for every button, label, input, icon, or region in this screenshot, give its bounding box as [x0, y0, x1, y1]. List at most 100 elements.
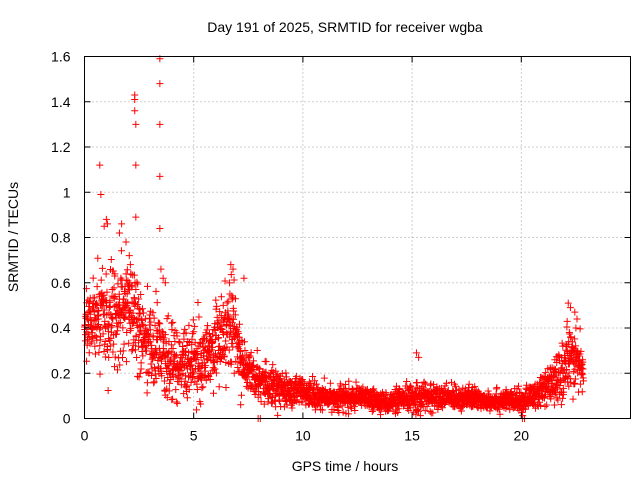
data-point: [330, 405, 338, 413]
data-point: [136, 369, 144, 377]
data-point: [345, 410, 353, 418]
data-point: [126, 308, 134, 316]
data-point: [241, 338, 249, 346]
data-point: [292, 372, 300, 380]
data-point: [334, 404, 342, 412]
data-point: [152, 374, 160, 382]
data-point: [100, 298, 108, 306]
data-point: [132, 161, 140, 169]
data-point: [89, 274, 97, 282]
data-point: [566, 304, 574, 312]
data-point: [192, 406, 200, 414]
data-point: [320, 374, 328, 382]
data-point: [173, 398, 181, 406]
data-point: [111, 292, 119, 300]
data-point: [562, 372, 570, 380]
data-point: [160, 377, 168, 385]
data-point: [193, 380, 201, 388]
data-point: [95, 348, 103, 356]
data-point: [228, 319, 236, 327]
data-point: [98, 264, 106, 272]
y-tick-label: 1: [63, 184, 71, 200]
data-point: [97, 324, 105, 332]
data-point: [345, 377, 353, 385]
data-point: [127, 270, 135, 278]
data-point: [514, 382, 522, 390]
data-point: [96, 161, 104, 169]
data-point: [141, 315, 149, 323]
data-point: [230, 369, 238, 377]
y-axis-label: SRMTID / TECUs: [5, 182, 21, 292]
data-point: [97, 191, 105, 199]
data-point: [579, 358, 587, 366]
data-point: [102, 215, 110, 223]
data-point: [91, 294, 99, 302]
data-point: [138, 305, 146, 313]
data-point: [141, 343, 149, 351]
data-point: [222, 337, 230, 345]
data-point: [144, 330, 152, 338]
x-tick-label: 20: [514, 428, 530, 444]
data-point: [183, 394, 191, 402]
data-point: [107, 256, 115, 264]
data-point: [100, 291, 108, 299]
data-point: [579, 365, 587, 373]
data-point: [403, 377, 411, 385]
data-point: [234, 329, 242, 337]
data-point: [262, 358, 270, 366]
y-tick-label: 0.2: [51, 365, 71, 381]
data-point: [316, 402, 324, 410]
data-point: [155, 319, 163, 327]
data-point: [261, 369, 269, 377]
data-point: [149, 309, 157, 317]
data-point: [255, 388, 263, 396]
data-point: [173, 399, 181, 407]
data-point: [571, 379, 579, 387]
data-point: [137, 327, 145, 335]
data-point: [91, 350, 99, 358]
data-point: [210, 389, 218, 397]
data-point: [234, 364, 242, 372]
data-point: [212, 296, 220, 304]
data-point: [565, 329, 573, 337]
data-point: [236, 320, 244, 328]
data-point: [96, 370, 104, 378]
data-point: [131, 107, 139, 115]
data-point: [339, 408, 347, 416]
data-point: [493, 384, 501, 392]
data-point: [553, 381, 561, 389]
data-point: [146, 326, 154, 334]
data-point: [123, 266, 131, 274]
data-point: [109, 315, 117, 323]
data-point: [111, 270, 119, 278]
data-point: [114, 323, 122, 331]
data-point: [229, 265, 237, 273]
data-point: [338, 402, 346, 410]
data-point: [222, 384, 230, 392]
data-point: [157, 265, 165, 273]
data-point: [179, 342, 187, 350]
data-point: [104, 328, 112, 336]
data-point: [191, 322, 199, 330]
data-point: [153, 299, 161, 307]
data-point: [237, 401, 245, 409]
data-point: [230, 276, 238, 284]
data-point: [115, 319, 123, 327]
data-point: [188, 374, 196, 382]
data-point: [560, 388, 568, 396]
data-point: [146, 338, 154, 346]
data-point: [117, 247, 125, 255]
data-point: [93, 283, 101, 291]
data-point: [232, 357, 240, 365]
data-point: [572, 324, 580, 332]
data-point: [86, 340, 94, 348]
data-point: [182, 347, 190, 355]
data-point: [109, 348, 117, 356]
data-point: [557, 401, 565, 409]
data-point: [465, 380, 473, 388]
data-point: [202, 362, 210, 370]
data-point: [137, 291, 145, 299]
data-point: [94, 254, 102, 262]
data-point: [400, 402, 408, 410]
data-point: [412, 349, 420, 357]
